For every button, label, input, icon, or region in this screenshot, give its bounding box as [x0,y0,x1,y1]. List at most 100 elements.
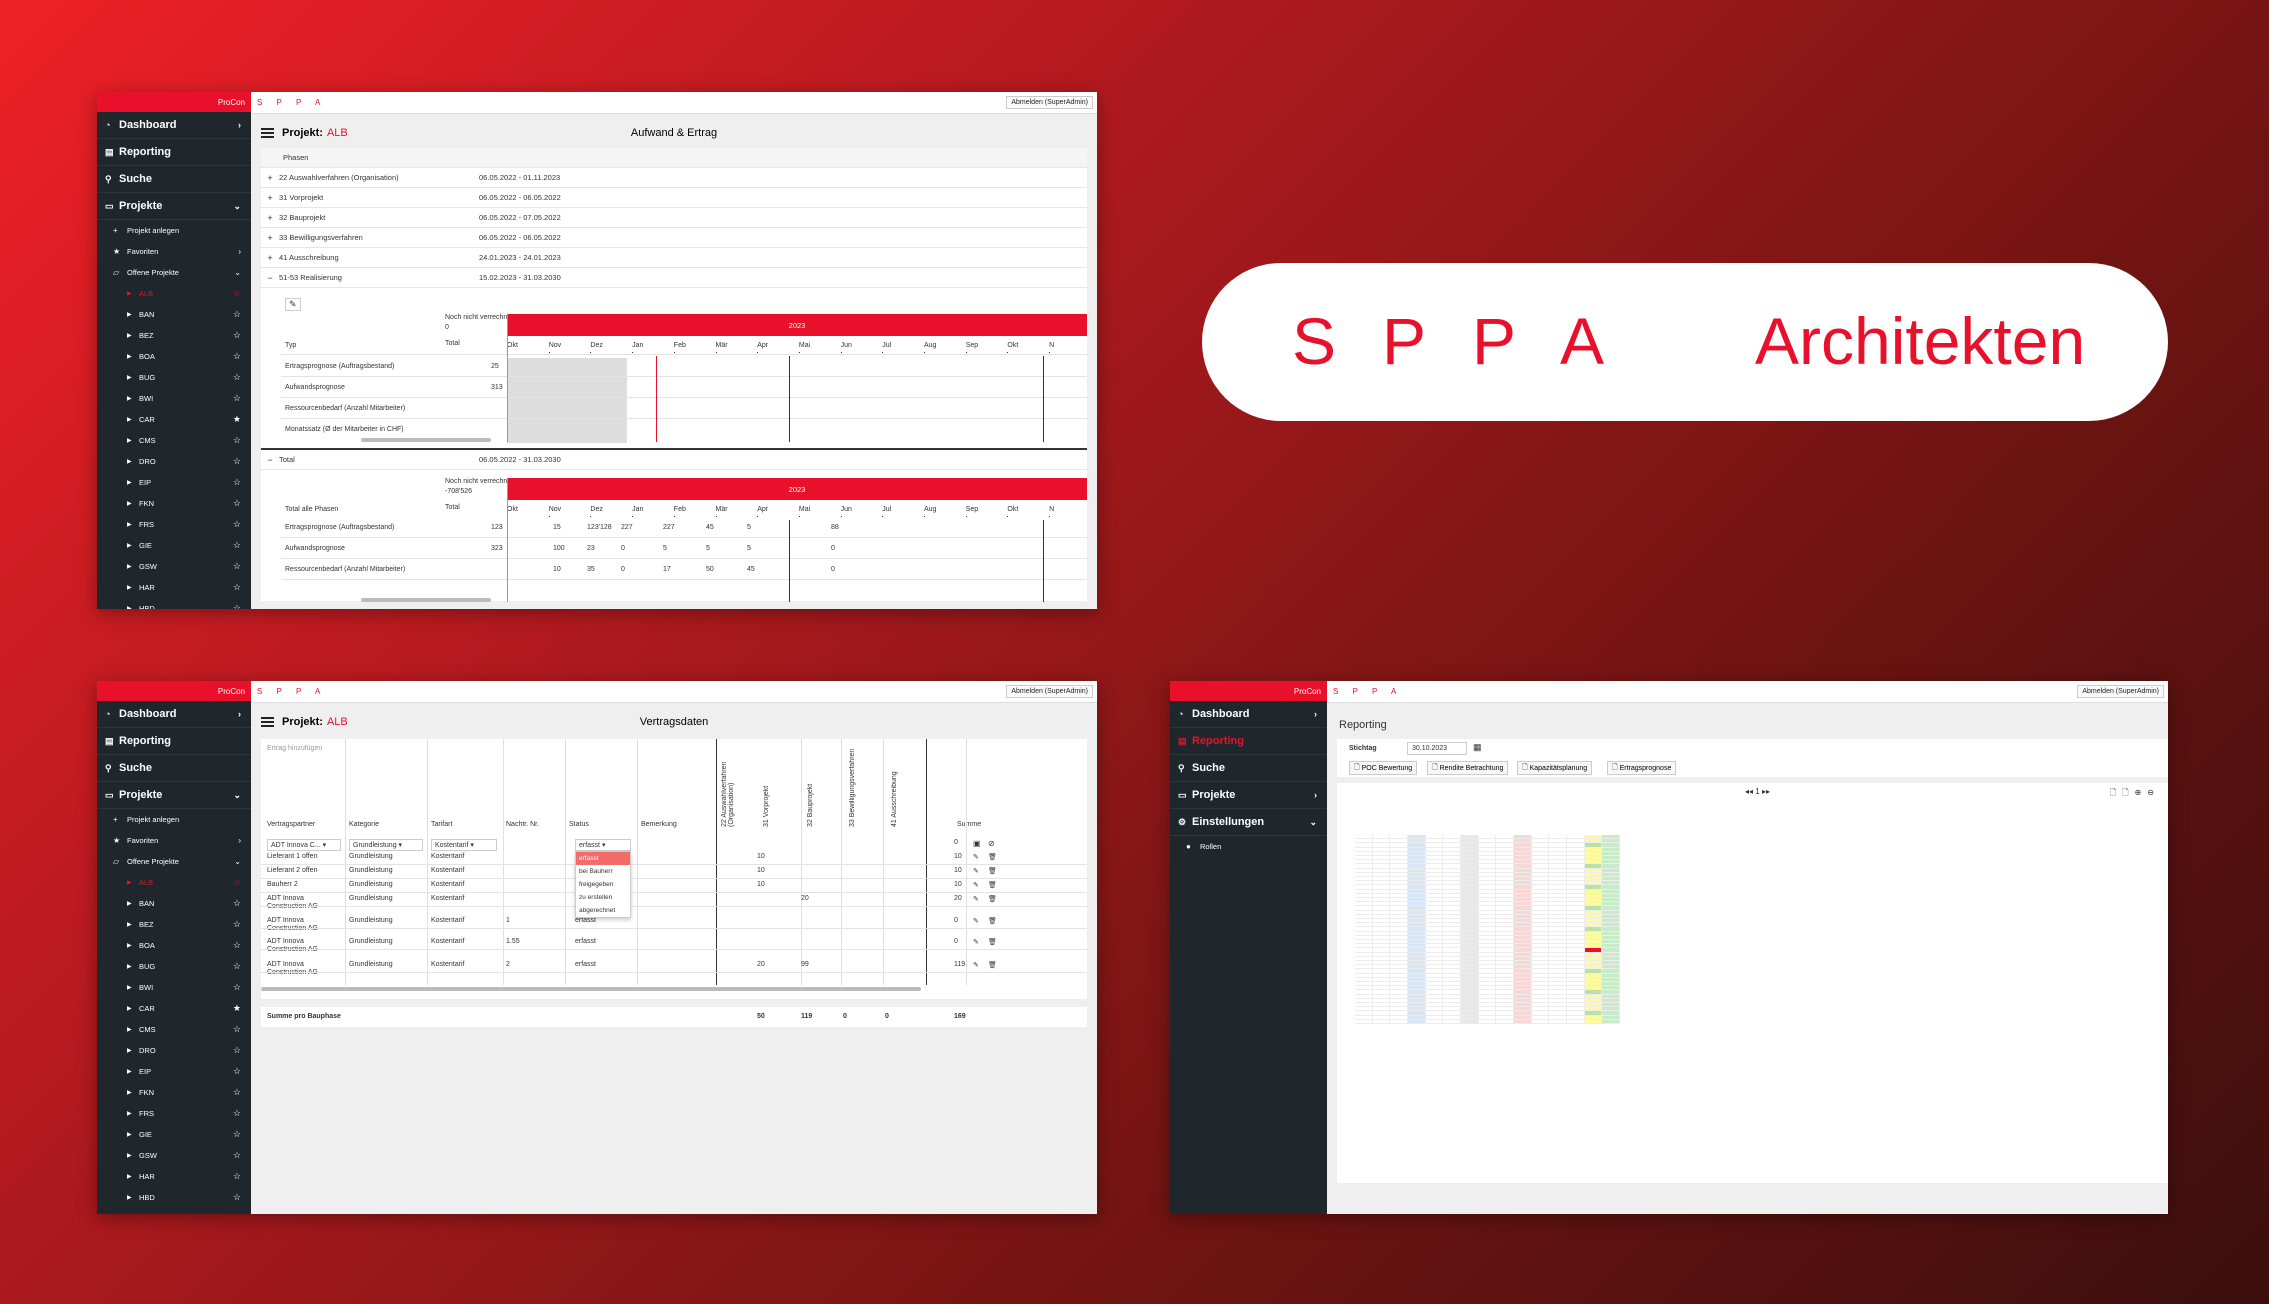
star-outline-icon[interactable]: ☆ [232,1108,241,1118]
star-outline-icon[interactable]: ☆ [232,1129,241,1139]
trash-icon[interactable]: 🗑 [988,896,997,903]
nav-offene-projekte[interactable]: ▱ Offene Projekte ⌄ [113,857,241,866]
star-outline-icon[interactable]: ☆ [232,961,241,971]
phase-row[interactable]: −51-53 Realisierung 15.02.2023 - 31.03.20… [261,268,1087,288]
star-filled-icon[interactable]: ★ [232,414,241,424]
project-item[interactable]: ▶ CMS ☆ [127,435,241,445]
star-outline-icon[interactable]: ☆ [232,519,241,529]
trash-icon[interactable]: 🗑 [988,882,997,889]
nav-projekte[interactable]: ▭ Projekte › [1170,782,1327,809]
menu-icon[interactable] [261,128,274,138]
expand-icon[interactable]: + [267,192,273,203]
star-outline-icon[interactable]: ☆ [232,1192,241,1202]
project-item[interactable]: ▶ EIP ☆ [127,1066,241,1076]
filter-kategorie[interactable]: Grundleistung ▾ [349,839,423,851]
star-outline-icon[interactable]: ☆ [232,1150,241,1160]
star-outline-icon[interactable]: ☆ [232,1024,241,1034]
project-item[interactable]: ▶ DRO ☆ [127,456,241,466]
project-item[interactable]: ▶ BWI ☆ [127,393,241,403]
star-outline-icon[interactable]: ☆ [232,456,241,466]
cancel-icon[interactable]: ⊘ [988,839,995,848]
star-outline-icon[interactable]: ☆ [232,1066,241,1076]
edit-icon[interactable]: ✎ [973,868,979,875]
filter-vertragspartner[interactable]: ADT Innova C... ▾ [267,839,341,851]
nav-reporting[interactable]: ▤ Reporting [1170,728,1327,755]
star-outline-icon[interactable]: ☆ [232,898,241,908]
project-item[interactable]: ▶ HAR ☆ [127,1171,241,1181]
star-outline-icon[interactable]: ☆ [232,393,241,403]
edit-icon[interactable]: ✎ [973,939,979,946]
expand-icon[interactable]: + [267,232,273,243]
project-item[interactable]: ▶ CMS ☆ [127,1024,241,1034]
project-item[interactable]: ▶ FRS ☆ [127,1108,241,1118]
star-outline-icon[interactable]: ☆ [232,1171,241,1181]
trash-icon[interactable]: 🗑 [988,918,997,925]
project-item[interactable]: ▶ EIP ☆ [127,477,241,487]
nav-projekt-anlegen[interactable]: + Projekt anlegen [113,226,180,235]
h-scrollbar[interactable] [361,438,491,442]
project-item[interactable]: ▶ GSW ☆ [127,1150,241,1160]
nav-projekte[interactable]: ▭ Projekte ⌄ [97,782,251,809]
dropdown-option[interactable]: bei Bauherr [576,865,630,878]
nav-suche[interactable]: ⚲ Suche [97,755,251,782]
nav-dashboard[interactable]: ◔ Dashboard › [97,701,251,728]
star-outline-icon[interactable]: ☆ [232,582,241,592]
nav-dashboard[interactable]: ◔ Dashboard › [97,112,251,139]
nav-suche[interactable]: ⚲ Suche [1170,755,1327,782]
trash-icon[interactable]: 🗑 [988,939,997,946]
nav-offene-projekte[interactable]: ▱ Offene Projekte ⌄ [113,268,241,277]
edit-icon[interactable]: ✎ [973,918,979,925]
nav-reporting[interactable]: ▤ Reporting [97,139,251,166]
filter-status[interactable]: erfasst ▾ [575,839,631,851]
star-outline-icon[interactable]: ☆ [232,940,241,950]
logout-button[interactable]: Abmelden (SuperAdmin) [1006,96,1093,109]
status-dropdown[interactable]: erfasst bei Bauherr freigegeben zu erstelle… [575,851,631,918]
project-item[interactable]: ▶ FRS ☆ [127,519,241,529]
viewer-tools[interactable]: 🗋🗋⊕⊖ [2109,788,2160,797]
kapazitaet-button[interactable]: 🗋 Kapazitätsplanung [1517,761,1593,775]
nav-reporting[interactable]: ▤ Reporting [97,728,251,755]
dropdown-option[interactable]: zu erstellen [576,891,630,904]
project-item[interactable]: ▶ HBD ☆ [97,598,251,609]
edit-icon[interactable]: ✎ [285,298,301,311]
h-scrollbar[interactable] [261,987,921,991]
rendite-button[interactable]: 🗋 Rendite Betrachtung [1427,761,1509,775]
expand-icon[interactable]: + [267,252,273,263]
project-item[interactable]: ▶ FKN ☆ [127,498,241,508]
project-item[interactable]: ▶ DRO ☆ [127,1045,241,1055]
star-outline-icon[interactable]: ☆ [232,982,241,992]
project-item[interactable]: ▶ GIE ☆ [127,540,241,550]
expand-icon[interactable]: + [267,172,273,183]
star-filled-icon[interactable]: ★ [232,1003,241,1013]
project-item[interactable]: ▶ FKN ☆ [127,1087,241,1097]
project-item[interactable]: ▶ ALB ☆ [127,288,241,298]
project-item[interactable]: ▶ BEZ ☆ [127,330,241,340]
stichtag-input[interactable]: 30.10.2023 [1407,742,1467,755]
edit-icon[interactable]: ✎ [973,962,979,969]
filter-tarifart[interactable]: Kostentarif ▾ [431,839,497,851]
star-outline-icon[interactable]: ☆ [232,330,241,340]
project-item[interactable]: ▶ BAN ☆ [127,898,241,908]
ertragsprognose-button[interactable]: 🗋 Ertragsprognose [1607,761,1677,775]
star-outline-icon[interactable]: ☆ [232,919,241,929]
calendar-icon[interactable]: ▦ [1473,742,1482,752]
project-item[interactable]: ▶ HAR ☆ [127,582,241,592]
total-row[interactable]: − Total 06.05.2022 - 31.03.2030 [261,450,1087,470]
star-outline-icon[interactable]: ☆ [232,540,241,550]
poc-bewertung-button[interactable]: 🗋 POC Bewertung [1349,761,1418,775]
trash-icon[interactable]: 🗑 [988,962,997,969]
logout-button[interactable]: Abmelden (SuperAdmin) [1006,685,1093,698]
dropdown-option[interactable]: freigegeben [576,878,630,891]
star-outline-icon[interactable]: ☆ [232,309,241,319]
nav-suche[interactable]: ⚲ Suche [97,166,251,193]
expand-icon[interactable]: + [267,212,273,223]
project-item[interactable]: ▶ GIE ☆ [127,1129,241,1139]
save-icon[interactable]: ▣ [973,839,981,848]
pager[interactable]: ◂◂ 1 ▸▸ [1745,787,1770,796]
star-outline-icon[interactable]: ☆ [232,351,241,361]
project-item[interactable]: ▶ BUG ☆ [127,372,241,382]
menu-icon[interactable] [261,717,274,727]
project-item[interactable]: ▶ ALB ☆ [127,877,241,887]
project-item[interactable]: ▶ HBD ☆ [127,1192,241,1202]
add-ertrag-button[interactable]: Ertrag hinzufügen [267,745,323,752]
